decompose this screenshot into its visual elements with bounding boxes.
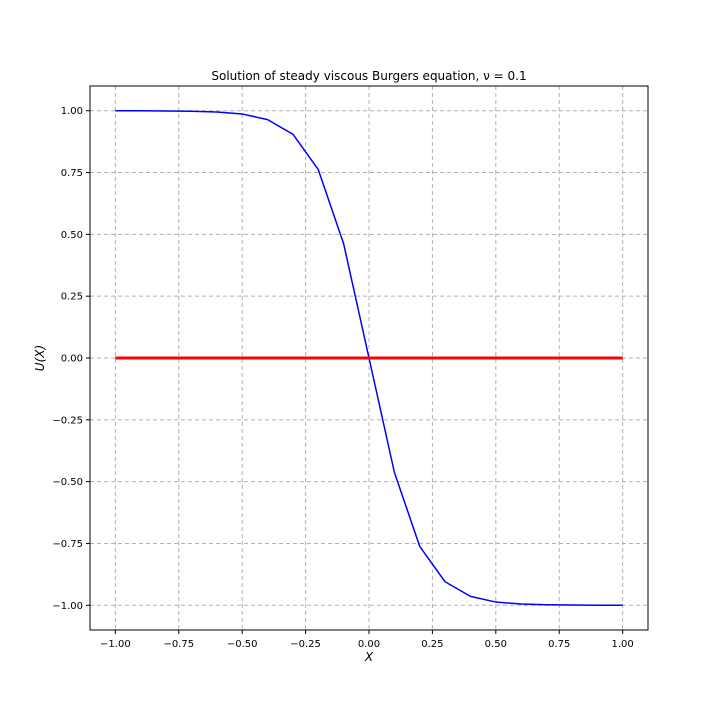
y-tick-label: 0.50 xyxy=(61,230,83,241)
x-tick-label: 0.50 xyxy=(485,639,507,650)
x-tick-label: −0.75 xyxy=(163,639,194,650)
y-tick-label: −0.50 xyxy=(52,477,83,488)
chart-title: Solution of steady viscous Burgers equat… xyxy=(211,69,526,83)
x-tick-label: −0.25 xyxy=(290,639,321,650)
x-tick-label: 0.75 xyxy=(548,639,570,650)
x-axis-label: X xyxy=(364,650,374,664)
x-tick-label: 0.00 xyxy=(358,639,380,650)
y-tick-label: 0.00 xyxy=(61,354,83,365)
x-tick-label: −0.50 xyxy=(227,639,258,650)
y-tick-label: −0.25 xyxy=(52,415,83,426)
x-tick-label: 0.25 xyxy=(421,639,443,650)
y-tick-label: 1.00 xyxy=(61,106,83,117)
y-tick-label: 0.25 xyxy=(61,292,83,303)
x-tick-label: −1.00 xyxy=(100,639,131,650)
y-axis-label: U(X) xyxy=(33,345,47,371)
y-tick-label: −1.00 xyxy=(52,601,83,612)
y-tick-label: −0.75 xyxy=(52,539,83,550)
y-tick-label: 0.75 xyxy=(61,168,83,179)
x-tick-label: 1.00 xyxy=(612,639,634,650)
